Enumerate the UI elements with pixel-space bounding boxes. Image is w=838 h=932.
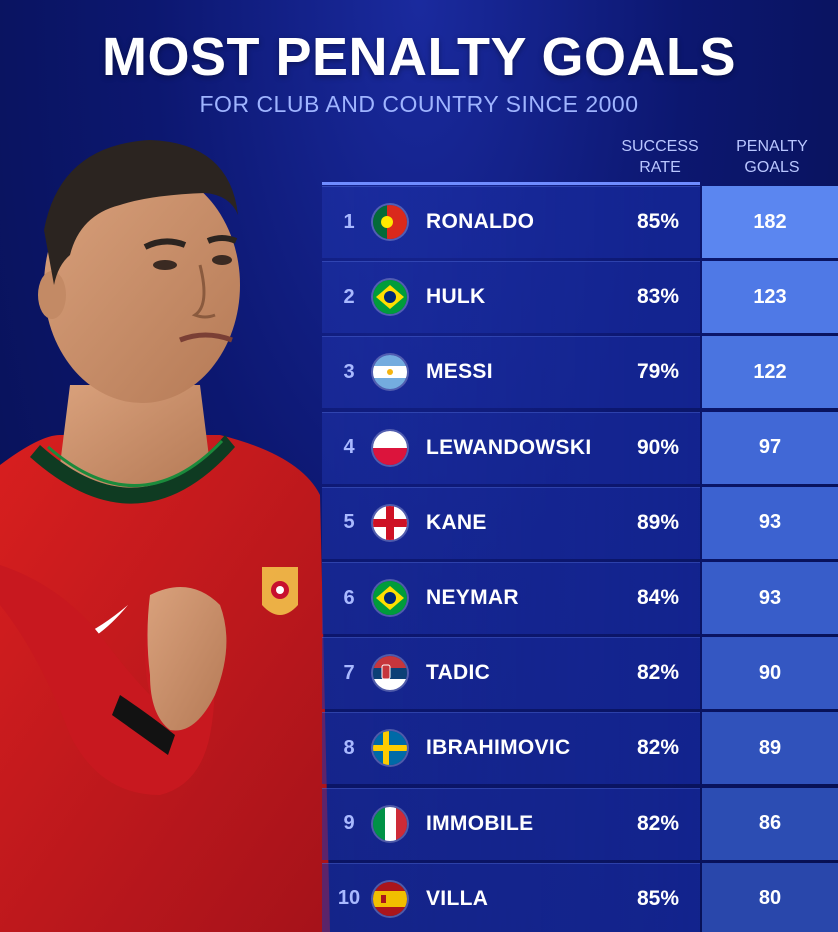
success-rate-header-line2: RATE	[639, 159, 681, 176]
rank-number: 6	[343, 586, 355, 609]
success-rate: 82%	[636, 736, 680, 760]
sweden-flag-icon	[373, 731, 407, 766]
penalty-goals-cell: 89	[702, 712, 838, 785]
table-row: 10 VILLA 85% 80	[322, 862, 838, 932]
serbia-flag-icon	[373, 656, 407, 691]
player-name: VILLA	[426, 886, 489, 910]
table-row: 8 IBRAHIMOVIC 82% 89	[322, 712, 838, 785]
england-flag-icon	[373, 505, 407, 540]
brazil-flag-icon	[373, 581, 407, 615]
success-rate: 90%	[636, 435, 680, 459]
table-row: 7 TADIC 82% 90	[322, 637, 838, 710]
table-row: 3 MESSI 79% 122	[322, 336, 838, 409]
table-row: 4 LEWANDOWSKI 90% 97	[322, 411, 838, 484]
penalty-goals-cell: 90	[702, 637, 838, 710]
success-rate: 85%	[636, 886, 680, 910]
penalty-goals-cell: 122	[702, 336, 838, 409]
penalty-goals-cell: 93	[702, 486, 838, 559]
penalty-goals-cell: 182	[702, 186, 838, 258]
argentina-flag-icon	[373, 355, 407, 390]
brazil-flag-icon	[373, 280, 407, 315]
rank-number: 7	[343, 661, 355, 684]
table-row: 6 NEYMAR 84% 93	[322, 562, 838, 634]
table-row: 2 HULK 83% 123	[322, 261, 838, 334]
player-name: IBRAHIMOVIC	[426, 736, 571, 760]
success-rate: 82%	[636, 811, 680, 835]
portugal-flag-icon	[373, 205, 407, 239]
table-row: 1 RONALDO 85% 182	[322, 186, 838, 258]
rank-number: 9	[343, 812, 355, 835]
success-rate: 83%	[636, 285, 680, 309]
penalty-goals-cell: 93	[702, 562, 838, 634]
success-rate: 89%	[636, 510, 680, 534]
poland-flag-icon	[373, 430, 407, 465]
player-name: KANE	[426, 510, 487, 534]
rank-number: 10	[337, 887, 361, 910]
table-row: 9 IMMOBILE 82% 86	[322, 787, 838, 860]
penalty-goals-cell: 97	[702, 411, 838, 484]
success-rate: 85%	[636, 210, 680, 233]
success-rate: 82%	[636, 661, 680, 685]
player-photo	[0, 140, 330, 932]
penalty-goals-header: PENALTY GOALS	[722, 136, 822, 178]
player-name: LEWANDOWSKI	[426, 435, 592, 459]
rank-number: 3	[343, 360, 355, 383]
spain-flag-icon	[373, 881, 407, 916]
player-name: HULK	[426, 285, 486, 309]
rank-number: 1	[343, 210, 355, 233]
player-name: IMMOBILE	[426, 811, 534, 835]
player-name: TADIC	[426, 661, 491, 685]
player-name: MESSI	[426, 360, 493, 384]
success-rate-header: SUCCESS RATE	[610, 136, 710, 178]
player-name: NEYMAR	[426, 586, 519, 609]
page-title: MOST PENALTY GOALS	[101, 27, 737, 87]
table-top-line	[322, 182, 700, 185]
page-subtitle: FOR CLUB AND COUNTRY SINCE 2000	[199, 91, 639, 117]
penalty-goals-header-line2: GOALS	[744, 159, 800, 176]
portugal-crest-icon	[262, 567, 298, 615]
rank-number: 8	[343, 736, 355, 759]
rank-number: 5	[343, 511, 355, 534]
penalty-goals-cell: 123	[702, 261, 838, 334]
table-row: 5 KANE 89% 93	[322, 486, 838, 559]
penalty-table: 1 RONALDO 85% 182 2 HULK 83% 123 3 MESSI 79% 122 4 LE…	[322, 183, 838, 932]
italy-flag-icon	[373, 806, 407, 841]
rank-number: 2	[343, 285, 355, 308]
row-background	[322, 336, 700, 409]
success-rate-header-line1: SUCCESS	[621, 138, 699, 155]
penalty-goals-cell: 86	[702, 787, 838, 860]
penalty-goals-header-line1: PENALTY	[736, 138, 808, 155]
player-name: RONALDO	[426, 210, 535, 233]
penalty-goals-cell: 80	[702, 862, 838, 932]
rank-number: 4	[343, 436, 355, 459]
success-rate: 79%	[636, 360, 680, 384]
success-rate: 84%	[636, 586, 680, 609]
